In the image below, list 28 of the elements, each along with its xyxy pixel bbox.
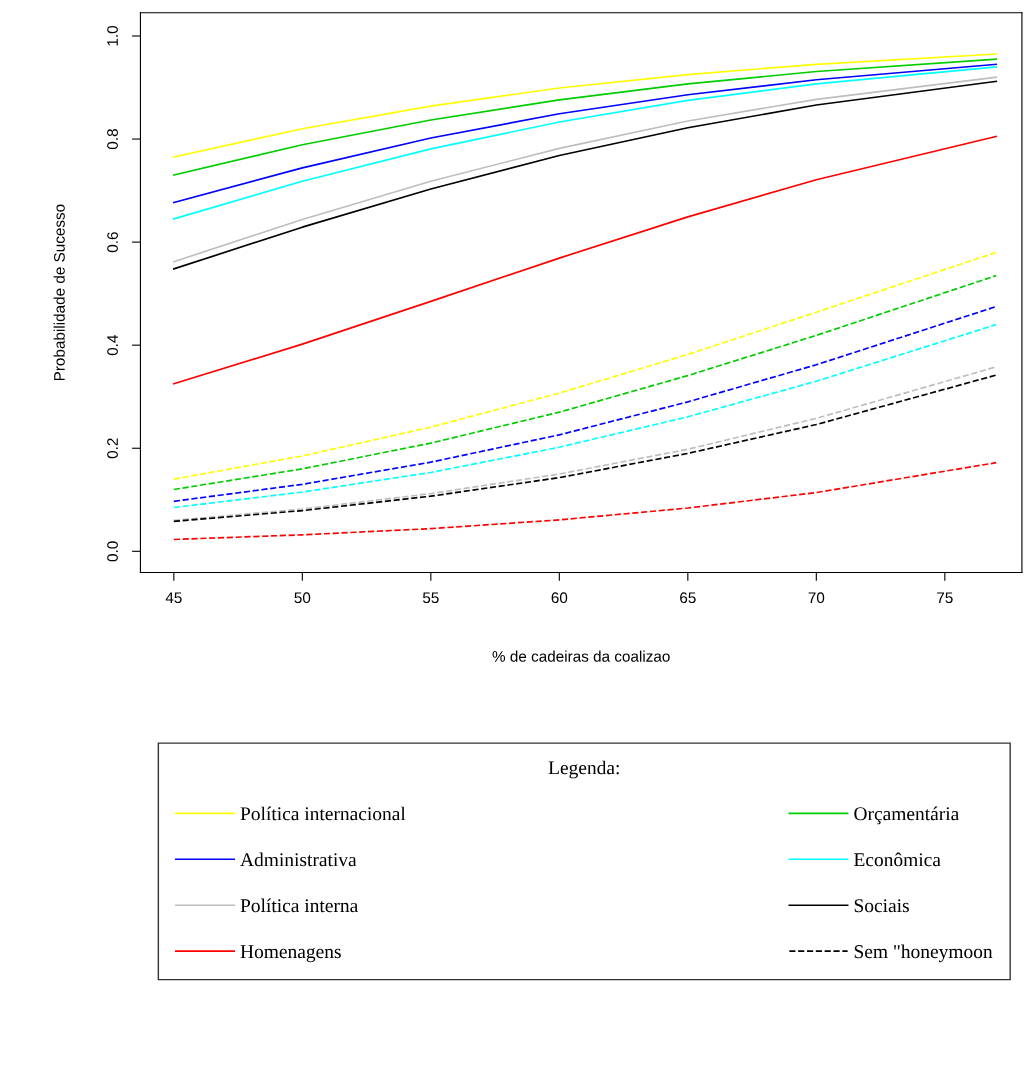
line-series (172, 53, 998, 158)
y-tick-label: 0.8 (107, 129, 118, 150)
x-tick-label: 65 (680, 592, 696, 604)
x-tick-label: 45 (165, 592, 182, 604)
x-tick-label: 55 (422, 592, 439, 604)
line-series (172, 135, 998, 385)
x-tick-label: 60 (551, 592, 568, 604)
y-tick-label: 0.6 (107, 232, 118, 253)
x-axis-title: % de cadeiras da coalizao (492, 650, 670, 662)
x-tick-label: 70 (808, 592, 825, 604)
line-series (172, 58, 998, 176)
legend-title: Legenda: (548, 760, 619, 779)
legend-label: Sociais (854, 899, 909, 913)
y-tick-label: 0.0 (107, 541, 118, 562)
line-series (172, 461, 998, 541)
x-tick-label: 50 (294, 592, 311, 604)
x-tick-label: 75 (937, 592, 953, 604)
y-axis-title: Probabilidade de Sucesso (53, 204, 65, 381)
legend-label: Econômica (854, 852, 941, 867)
y-tick-label: 1.0 (107, 25, 118, 46)
y-tick-label: 0.2 (107, 438, 118, 459)
y-tick-label: 0.4 (107, 335, 118, 356)
legend-label: Política internacional (240, 806, 406, 821)
legend-label: Política interna (240, 898, 358, 913)
legend-label: Sem "honeymoon (854, 944, 993, 963)
legend-label: Administrativa (240, 852, 357, 867)
legend-label: Orçamentária (854, 806, 959, 825)
legend-label: Homenagens (240, 945, 341, 963)
